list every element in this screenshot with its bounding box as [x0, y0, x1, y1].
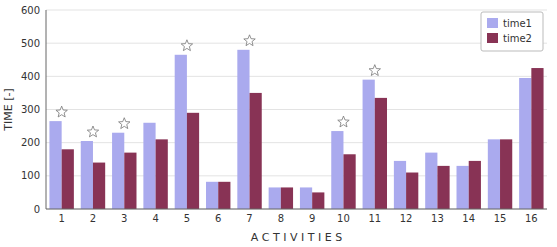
bar — [218, 182, 230, 209]
significance-star — [87, 126, 98, 137]
y-tick-label: 200 — [21, 137, 40, 148]
grid-line — [46, 109, 547, 110]
x-tick-label: 3 — [121, 213, 127, 224]
x-tick-label: 6 — [215, 213, 221, 224]
legend-swatch — [487, 18, 498, 28]
bar — [469, 161, 481, 209]
bar — [425, 153, 437, 209]
chart-container: 0100200300400500600123456789101112131415… — [0, 0, 557, 247]
legend-swatch — [487, 33, 498, 43]
grid-line — [46, 209, 547, 210]
x-tick-label: 16 — [525, 213, 538, 224]
x-tick-label: 13 — [431, 213, 444, 224]
bar — [81, 141, 93, 209]
bar — [62, 149, 74, 209]
significance-star — [181, 40, 192, 51]
significance-star — [369, 65, 380, 76]
x-tick-label: 1 — [58, 213, 64, 224]
grid-line — [46, 76, 547, 77]
bar — [437, 166, 449, 209]
x-tick-label: 5 — [184, 213, 190, 224]
x-tick-label: 15 — [494, 213, 507, 224]
bar — [143, 123, 155, 209]
bar — [93, 163, 105, 209]
grid-line — [46, 43, 547, 44]
bar — [124, 153, 136, 209]
x-tick-label: 10 — [337, 213, 350, 224]
x-axis-line — [46, 209, 547, 210]
x-tick-label: 14 — [462, 213, 475, 224]
x-tick-label: 4 — [152, 213, 158, 224]
bar — [343, 154, 355, 209]
x-tick-label: 8 — [278, 213, 284, 224]
bar — [363, 80, 375, 209]
bar — [156, 139, 168, 209]
x-tick-label: 7 — [246, 213, 252, 224]
x-tick-label: 9 — [309, 213, 315, 224]
bar — [281, 187, 293, 209]
bar — [488, 139, 500, 209]
bar — [406, 173, 418, 209]
bar — [49, 121, 61, 209]
bar — [250, 93, 262, 209]
bar — [269, 187, 281, 209]
y-axis-line — [46, 10, 47, 209]
x-tick-label: 11 — [368, 213, 381, 224]
y-tick-label: 300 — [21, 104, 40, 115]
legend: time1 time2 — [481, 12, 543, 51]
y-axis-title: TIME [-] — [2, 88, 15, 131]
x-axis-title: A C T I V I T I E S — [251, 231, 342, 244]
bar — [175, 55, 187, 209]
bar — [394, 161, 406, 209]
bar — [375, 98, 387, 209]
bars — [49, 35, 543, 209]
y-tick-label: 400 — [21, 71, 40, 82]
legend-label: time1 — [503, 18, 532, 29]
bar — [187, 113, 199, 209]
y-tick-label: 100 — [21, 170, 40, 181]
bar — [312, 192, 324, 209]
y-tick-label: 500 — [21, 38, 40, 49]
y-tick-label: 600 — [21, 5, 40, 16]
significance-star — [338, 116, 349, 127]
bar — [112, 133, 124, 209]
bar — [331, 131, 343, 209]
bar — [457, 166, 469, 209]
bar — [237, 50, 249, 209]
bar — [206, 182, 218, 209]
legend-box — [481, 12, 543, 51]
x-tick-label: 12 — [400, 213, 413, 224]
y-tick-label: 0 — [34, 204, 40, 215]
x-tick-label: 2 — [90, 213, 96, 224]
bar — [531, 68, 543, 209]
bar — [300, 187, 312, 209]
grid — [46, 10, 547, 209]
legend-label: time2 — [503, 33, 532, 44]
bar — [519, 78, 531, 209]
significance-star — [244, 35, 255, 46]
chart-svg: 0100200300400500600123456789101112131415… — [0, 0, 557, 247]
significance-star — [119, 118, 130, 129]
bar — [500, 139, 512, 209]
grid-line — [46, 10, 547, 11]
significance-star — [56, 106, 67, 117]
